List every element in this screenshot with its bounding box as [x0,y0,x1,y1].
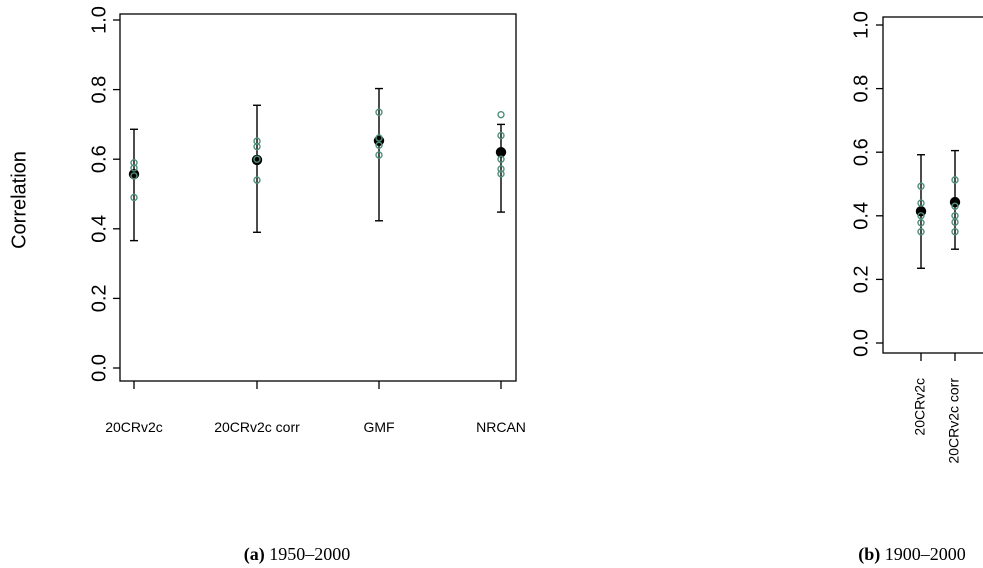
panel-b: 0.0 0.2 0.4 0.6 0.8 1.0 20CRv2c 20CRv2c corr (b)… [850,11,983,565]
member-point [375,151,383,159]
y-tick-label: 0.0 [850,329,872,357]
y-tick-label: 0.6 [88,145,110,173]
y-tick-label: 1.0 [88,6,110,34]
member-point [130,193,138,202]
y-tick-label: 0.2 [850,265,872,293]
x-tick-label: 20CRv2c [912,378,928,436]
y-tick-label: 1.0 [850,11,872,39]
member-point [130,164,138,172]
member-point [917,182,925,190]
member-point [375,108,383,116]
member-point [917,219,925,227]
panel-caption-label: (a) [244,544,265,565]
member-point [951,176,959,184]
member-point [253,137,261,145]
member-point [917,199,925,207]
member-point [253,155,261,163]
panel-a: 0.0 0.2 0.4 0.6 0.8 1.0 Correlation 20CRv2c 20CR… [8,6,526,565]
member-point [375,134,383,142]
y-tick-label: 0.2 [88,284,110,312]
x-tick-label: GMF [363,419,394,435]
y-tick-label: 0.4 [88,215,110,243]
panel-caption-text: 1950–2000 [265,544,351,564]
mean-point [495,147,507,158]
member-point [497,131,505,140]
y-tick-label: 0.8 [850,75,872,103]
member-point [497,165,505,173]
panel-caption: (a) 1950–2000 [244,544,351,565]
y-tick-label: 0.6 [850,138,872,166]
mean-point [915,206,927,217]
x-tick-label: 20CRv2c [105,419,163,435]
member-point [917,212,925,220]
member-point [130,172,138,180]
x-tick-label: 20CRv2c corr [214,419,300,435]
member-point [253,176,261,184]
plot-frame [119,13,517,382]
member-point [951,227,959,236]
member-point [497,110,505,119]
y-tick-label: 0.4 [850,202,872,230]
member-point [951,202,959,210]
member-point [375,141,383,149]
member-point [130,158,138,167]
panel-caption-label: (b) [858,544,880,565]
panel-caption-text: 1900–2000 [880,544,966,564]
y-axis-title: Correlation [8,151,30,249]
member-point [951,212,959,220]
y-tick-label: 0.0 [88,354,110,382]
member-point [917,227,925,236]
member-point [497,170,505,178]
plot-frame [882,16,983,354]
x-tick-label: 20CRv2c corr [946,378,962,464]
member-point [497,155,505,163]
x-tick-label: NRCAN [476,419,526,435]
y-tick-label: 0.8 [88,76,110,104]
panel-caption: (b) 1900–2000 [858,544,966,565]
